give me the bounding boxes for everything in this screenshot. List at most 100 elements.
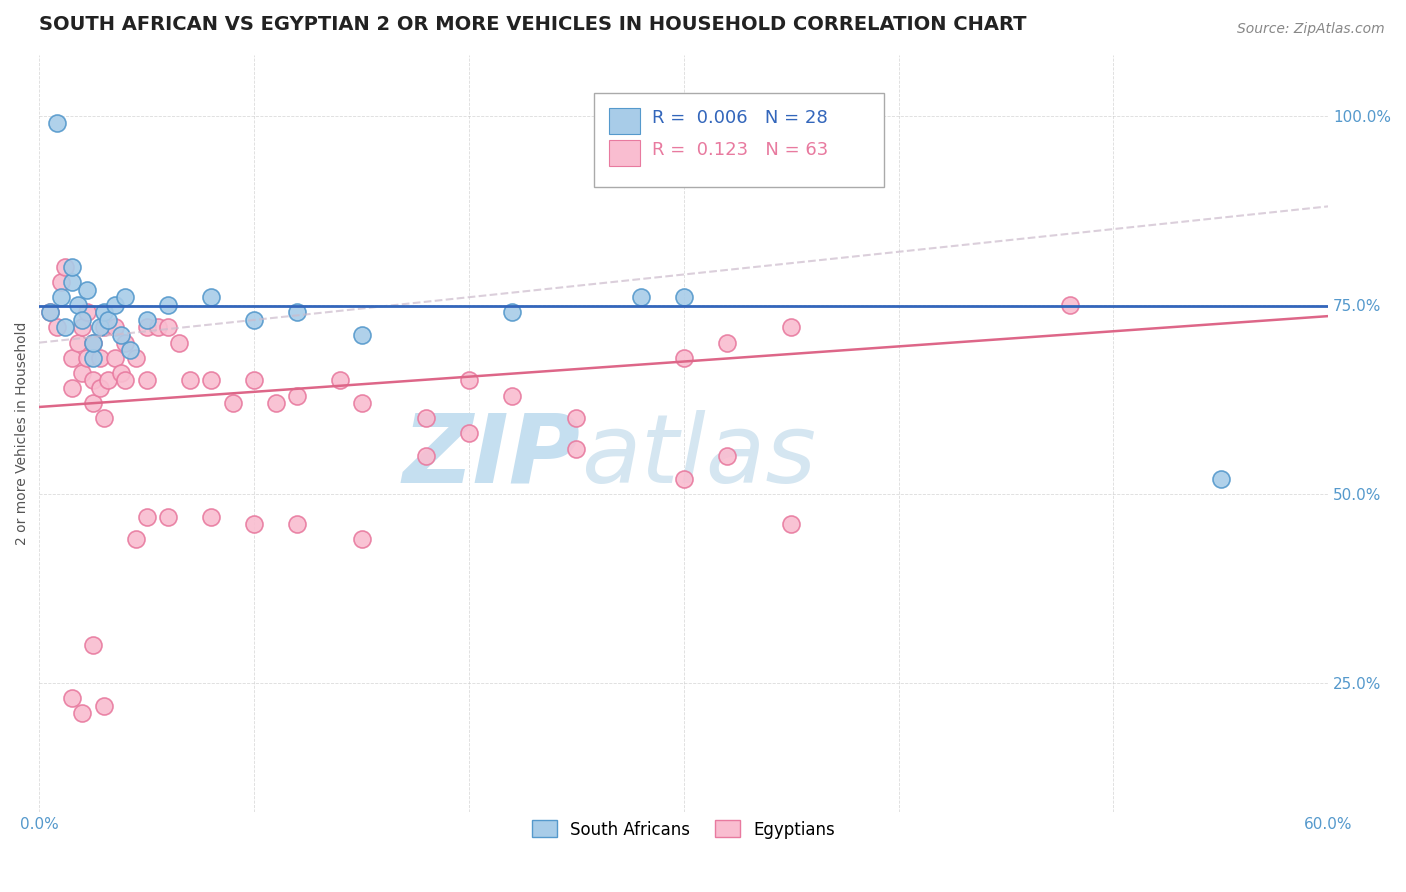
Point	[45, 116, 67, 130]
Point	[285, 305, 308, 319]
Point	[243, 517, 266, 532]
Point	[672, 290, 695, 304]
Point	[243, 374, 266, 388]
Point	[458, 426, 481, 441]
Point	[501, 388, 523, 402]
Point	[716, 335, 738, 350]
Point	[110, 328, 132, 343]
Point	[350, 396, 373, 410]
Point	[780, 320, 803, 334]
Point	[135, 374, 157, 388]
Point	[125, 533, 148, 547]
Point	[135, 320, 157, 334]
Point	[93, 305, 115, 319]
Point	[72, 320, 94, 334]
Point	[110, 366, 132, 380]
Point	[104, 351, 127, 365]
Point	[146, 320, 169, 334]
Point	[1209, 472, 1232, 486]
Point	[60, 260, 83, 274]
Point	[222, 396, 245, 410]
Point	[49, 290, 72, 304]
Point	[76, 305, 98, 319]
Point	[565, 411, 588, 425]
Text: SOUTH AFRICAN VS EGYPTIAN 2 OR MORE VEHICLES IN HOUSEHOLD CORRELATION CHART: SOUTH AFRICAN VS EGYPTIAN 2 OR MORE VEHI…	[39, 15, 1026, 34]
Point	[285, 517, 308, 532]
Point	[82, 639, 104, 653]
Text: R =  0.123   N = 63: R = 0.123 N = 63	[651, 141, 828, 159]
Point	[93, 698, 115, 713]
Point	[118, 343, 141, 358]
Point	[76, 283, 98, 297]
Point	[104, 298, 127, 312]
FancyBboxPatch shape	[609, 108, 640, 134]
Point	[39, 305, 62, 319]
Point	[45, 320, 67, 334]
Point	[93, 320, 115, 334]
Point	[76, 351, 98, 365]
Point	[157, 298, 180, 312]
Point	[501, 305, 523, 319]
Point	[93, 411, 115, 425]
Point	[114, 290, 136, 304]
Point	[135, 509, 157, 524]
Point	[716, 449, 738, 463]
Point	[97, 374, 120, 388]
Point	[72, 706, 94, 721]
Point	[458, 374, 481, 388]
Point	[672, 351, 695, 365]
Point	[179, 374, 201, 388]
Point	[82, 351, 104, 365]
Point	[53, 320, 76, 334]
Point	[60, 351, 83, 365]
Point	[49, 275, 72, 289]
Point	[135, 313, 157, 327]
Point	[1059, 298, 1081, 312]
Text: R =  0.006   N = 28: R = 0.006 N = 28	[651, 109, 827, 127]
Point	[200, 290, 222, 304]
Point	[72, 366, 94, 380]
Point	[200, 374, 222, 388]
Legend: South Africans, Egyptians: South Africans, Egyptians	[526, 814, 842, 846]
Point	[780, 517, 803, 532]
Point	[350, 328, 373, 343]
Point	[82, 335, 104, 350]
Point	[114, 374, 136, 388]
Text: ZIP: ZIP	[402, 409, 581, 503]
Point	[60, 691, 83, 706]
Point	[415, 449, 437, 463]
Point	[89, 351, 111, 365]
Point	[329, 374, 352, 388]
Point	[104, 320, 127, 334]
Point	[97, 313, 120, 327]
Point	[53, 260, 76, 274]
Point	[125, 351, 148, 365]
Point	[285, 388, 308, 402]
Point	[60, 381, 83, 395]
Point	[167, 335, 190, 350]
Point	[89, 381, 111, 395]
Point	[89, 320, 111, 334]
Point	[243, 313, 266, 327]
Point	[415, 411, 437, 425]
Point	[114, 335, 136, 350]
Point	[82, 396, 104, 410]
Point	[350, 533, 373, 547]
Point	[82, 335, 104, 350]
Y-axis label: 2 or more Vehicles in Household: 2 or more Vehicles in Household	[15, 322, 30, 545]
Point	[630, 290, 652, 304]
Point	[157, 509, 180, 524]
Point	[82, 374, 104, 388]
FancyBboxPatch shape	[609, 140, 640, 166]
Point	[200, 509, 222, 524]
Point	[67, 335, 90, 350]
Text: atlas: atlas	[581, 409, 815, 503]
Point	[39, 305, 62, 319]
Point	[672, 472, 695, 486]
Point	[264, 396, 287, 410]
Point	[72, 313, 94, 327]
Point	[67, 298, 90, 312]
Point	[565, 442, 588, 456]
FancyBboxPatch shape	[593, 93, 883, 187]
Point	[60, 275, 83, 289]
